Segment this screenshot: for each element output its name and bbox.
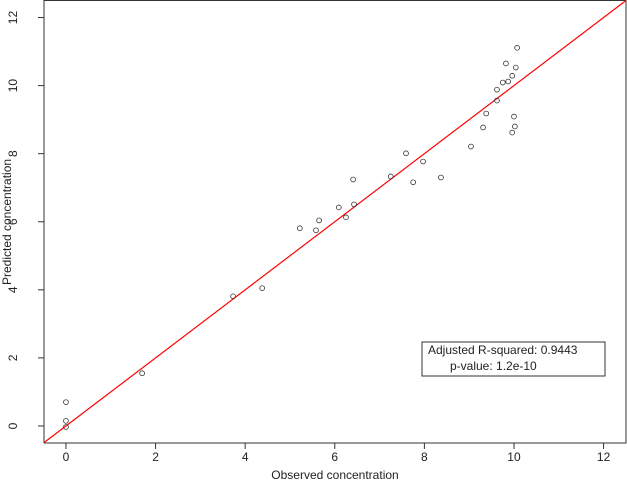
- x-tick-label: 6: [331, 450, 338, 464]
- point: [480, 124, 486, 131]
- point: [316, 217, 322, 224]
- point: [351, 201, 357, 208]
- x-axis-label: Observed concentration: [271, 468, 398, 482]
- annotation-box: [421, 341, 606, 377]
- point: [514, 45, 520, 51]
- point: [410, 179, 416, 186]
- point: [512, 64, 519, 71]
- point: [63, 424, 69, 430]
- annotation: Adjusted R-squared: 0.9443: [428, 343, 578, 357]
- point: [468, 143, 474, 150]
- y-tick-label: 4: [6, 286, 20, 293]
- x-tick-label: 2: [152, 450, 159, 464]
- point: [259, 285, 265, 291]
- point: [483, 110, 490, 117]
- y-tick-label: 8: [6, 150, 20, 157]
- y-tick-label: 6: [6, 218, 20, 225]
- point: [499, 79, 506, 86]
- point: [403, 150, 409, 157]
- point: [494, 86, 500, 93]
- x-tick-label: 8: [421, 450, 428, 464]
- point: [438, 174, 444, 181]
- point: [512, 123, 518, 130]
- reference-line: [43, 0, 627, 444]
- y-tick-label: 10: [6, 79, 20, 93]
- point: [297, 225, 303, 232]
- y-axis-label: Predicted concentration: [0, 159, 14, 285]
- point: [63, 399, 69, 405]
- point: [139, 370, 145, 377]
- y-tick-label: 2: [6, 354, 20, 361]
- point: [420, 158, 426, 165]
- y-tick-label: 12: [6, 11, 20, 25]
- point: [509, 129, 515, 136]
- x-tick-label: 4: [242, 450, 249, 464]
- point: [350, 176, 356, 183]
- point: [230, 293, 236, 300]
- x-tick-label: 0: [63, 450, 70, 464]
- point: [505, 78, 511, 85]
- point: [503, 60, 509, 67]
- point: [509, 72, 515, 79]
- x-tick-label: 10: [507, 450, 521, 464]
- point: [313, 227, 319, 234]
- point: [387, 173, 394, 180]
- point: [494, 97, 500, 104]
- y-tick-label: 0: [6, 422, 20, 429]
- point: [63, 418, 69, 424]
- point: [343, 214, 349, 221]
- x-tick-label: 12: [597, 450, 611, 464]
- point: [511, 113, 517, 120]
- point: [336, 204, 342, 211]
- annotation: p-value: 1.2e-10: [450, 359, 537, 373]
